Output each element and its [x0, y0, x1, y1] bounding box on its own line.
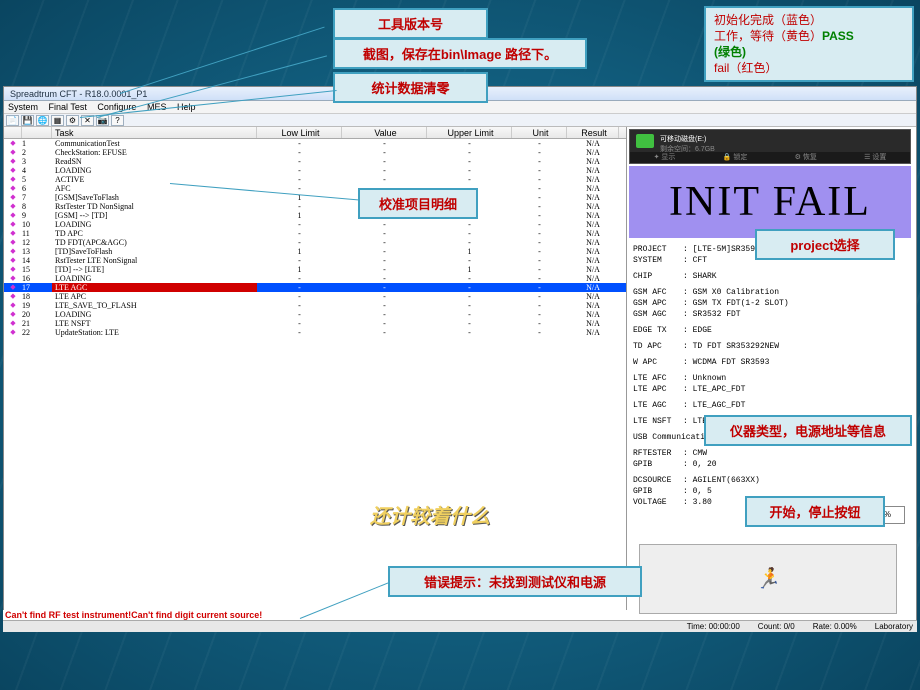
status-place: Laboratory — [875, 622, 913, 631]
detail-line: GSM APC: GSM TX FDT(1-2 SLOT) — [633, 298, 907, 309]
callout-project: project选择 — [755, 229, 895, 260]
status-time: Time: 00:00:00 — [687, 622, 740, 631]
table-row[interactable]: ◆22UpdateStation: LTE----N/A — [4, 328, 626, 337]
right-panel: 可移动磁盘(E:) 剩余空间：6.7GB ✦ 显示 🔒 锁定 ⚙ 恢复 ☰ 设置… — [627, 127, 913, 616]
callout-init: 初始化完成（蓝色） 工作，等待（黄色）PASS (绿色) fail（红色） — [704, 6, 914, 82]
start-section: Start 90% 🏃 — [629, 516, 911, 614]
globe-icon[interactable]: 🌐 — [36, 115, 49, 126]
db-icon[interactable]: ▦ — [51, 115, 64, 126]
detail-line: LTE AGC: LTE_AGC_FDT — [633, 400, 907, 411]
detail-line: LTE AFC: Unknown — [633, 373, 907, 384]
table-row[interactable]: ◆21LTE NSFT----N/A — [4, 319, 626, 328]
status-bar: Time: 00:00:00 Count: 0/0 Rate: 0.00% La… — [3, 620, 917, 632]
table-row[interactable]: ◆7[GSM]SaveToFlash1-1-N/A — [4, 193, 626, 202]
new-icon[interactable]: 📄 — [6, 115, 19, 126]
table-body[interactable]: ◆1CommunicationTest----N/A◆2CheckStation… — [4, 139, 626, 616]
callout-error: 错误提示：未找到测试仪和电源 — [388, 566, 642, 597]
menu-system[interactable]: System — [8, 102, 38, 112]
table-row[interactable]: ◆2CheckStation: EFUSE----N/A — [4, 148, 626, 157]
table-row[interactable]: ◆20LOADING----N/A — [4, 310, 626, 319]
app-window: Spreadtrum CFT - R18.0.0001_P1 System Fi… — [3, 86, 917, 629]
disk-widget[interactable]: 可移动磁盘(E:) 剩余空间：6.7GB ✦ 显示 🔒 锁定 ⚙ 恢复 ☰ 设置 — [629, 129, 911, 164]
detail-line: EDGE TX: EDGE — [633, 325, 907, 336]
callout-detail: 校准项目明细 — [358, 188, 478, 219]
disk-tab-show[interactable]: ✦ 显示 — [654, 152, 676, 162]
detail-line: GSM AFC: GSM X0 Calibration — [633, 287, 907, 298]
table-row[interactable]: ◆10LOADING----N/A — [4, 220, 626, 229]
disk-label: 可移动磁盘(E:) — [660, 134, 706, 144]
callout-screenshot: 截图，保存在bin\Image 路径下。 — [333, 38, 587, 69]
table-row[interactable]: ◆12TD FDT(APC&AGC)----N/A — [4, 238, 626, 247]
table-row[interactable]: ◆4LOADING----N/A — [4, 166, 626, 175]
table-row[interactable]: ◆1CommunicationTest----N/A — [4, 139, 626, 148]
table-row[interactable]: ◆18LTE APC----N/A — [4, 292, 626, 301]
disk-tab-settings[interactable]: ☰ 设置 — [864, 152, 886, 162]
disk-tabs: ✦ 显示 🔒 锁定 ⚙ 恢复 ☰ 设置 — [630, 152, 910, 163]
status-banner: INIT FAIL — [629, 166, 911, 238]
removable-disk-icon — [636, 134, 654, 148]
table-row[interactable]: ◆8RstTester TD NonSignal----N/A — [4, 202, 626, 211]
detail-line: LTE APC: LTE_APC_FDT — [633, 384, 907, 395]
table-row[interactable]: ◆17LTE AGC----N/A — [4, 283, 626, 292]
save-icon[interactable]: 💾 — [21, 115, 34, 126]
toolbar: 📄 💾 🌐 ▦ ⚙ ✕ 📷 ? — [4, 114, 916, 127]
detail-line: CHIP: SHARK — [633, 271, 907, 282]
status-count: Count: 0/0 — [758, 622, 795, 631]
callout-clear: 统计数据清零 — [333, 72, 488, 103]
table-row[interactable]: ◆11TD APC----N/A — [4, 229, 626, 238]
table-row[interactable]: ◆3ReadSN----N/A — [4, 157, 626, 166]
table-row[interactable]: ◆9[GSM] --> [TD]1-1-N/A — [4, 211, 626, 220]
watermark-text: 还计较着什么 — [370, 500, 490, 529]
table-row[interactable]: ◆6AFC----N/A — [4, 184, 626, 193]
callout-instrument: 仪器类型，电源地址等信息 — [704, 415, 912, 446]
callout-version: 工具版本号 — [333, 8, 488, 39]
table-row[interactable]: ◆13[TD]SaveToFlash1-1-N/A — [4, 247, 626, 256]
disk-tab-restore[interactable]: ⚙ 恢复 — [795, 152, 817, 162]
table-row[interactable]: ◆14RstTester LTE NonSignal----N/A — [4, 256, 626, 265]
detail-panel: PROJECT: [LTE-5M]SR3593_FDTSYSTEM: CFT C… — [629, 240, 911, 512]
detail-line: GSM AGC: SR3532 FDT — [633, 309, 907, 320]
detail-line: TD APC: TD FDT SR353292NEW — [633, 341, 907, 352]
table-row[interactable]: ◆19LTE_SAVE_TO_FLASH----N/A — [4, 301, 626, 310]
detail-line: GPIB: 0, 5 — [633, 486, 907, 497]
detail-line: RFTESTER: CMW — [633, 448, 907, 459]
detail-line: W APC: WCDMA FDT SR3593 — [633, 357, 907, 368]
task-table-panel: Task Low Limit Value Upper Limit Unit Re… — [4, 127, 627, 616]
callout-start: 开始，停止按钮 — [745, 496, 885, 527]
run-box[interactable]: 🏃 — [639, 544, 897, 614]
status-rate: Rate: 0.00% — [813, 622, 857, 631]
table-header: Task Low Limit Value Upper Limit Unit Re… — [4, 127, 626, 139]
config-icon[interactable]: ⚙ — [66, 115, 79, 126]
help-icon[interactable]: ? — [111, 115, 124, 126]
menu-finaltest[interactable]: Final Test — [49, 102, 87, 112]
table-row[interactable]: ◆16LOADING----N/A — [4, 274, 626, 283]
table-row[interactable]: ◆5ACTIVE----N/A — [4, 175, 626, 184]
detail-line: GPIB: 0, 20 — [633, 459, 907, 470]
disk-tab-lock[interactable]: 🔒 锁定 — [723, 152, 748, 162]
table-row[interactable]: ◆15[TD] --> [LTE]1-1-N/A — [4, 265, 626, 274]
detail-line: DCSOURCE: AGILENT(663XX) — [633, 475, 907, 486]
